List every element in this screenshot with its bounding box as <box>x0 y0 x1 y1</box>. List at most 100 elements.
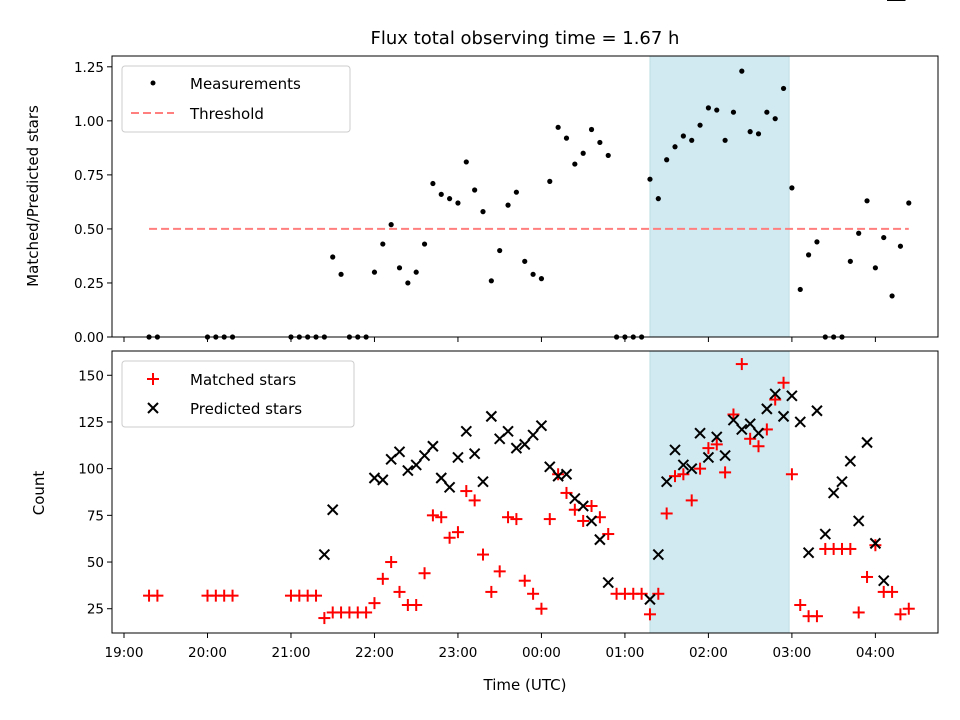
predicted-point <box>694 427 706 439</box>
measurement-point <box>563 135 570 141</box>
predicted-point-b <box>752 427 765 439</box>
matched-point <box>527 587 540 600</box>
predicted-point <box>786 390 798 402</box>
measurement-point <box>797 286 803 293</box>
matched-point <box>769 393 782 406</box>
matched-point <box>451 526 464 539</box>
matched-point <box>318 612 331 625</box>
x-tick-label: 02:00 <box>689 645 728 661</box>
predicted-point <box>435 472 447 484</box>
predicted-point-b <box>393 446 406 458</box>
legend-measurements-marker <box>150 80 156 86</box>
bottom-matched-points <box>143 358 915 625</box>
predicted-point-b <box>727 414 740 426</box>
measurement-point <box>597 139 603 146</box>
measurement-point <box>672 144 678 150</box>
predicted-point-b <box>769 388 781 400</box>
predicted-point-b <box>468 448 481 460</box>
measurement-point <box>689 137 695 143</box>
matched-point <box>727 408 740 421</box>
predicted-point <box>535 419 548 432</box>
matched-point <box>418 567 431 580</box>
measurement-point <box>739 68 745 74</box>
top-plot-frame <box>111 55 939 338</box>
predicted-point <box>560 468 573 480</box>
predicted-point-b <box>794 416 806 428</box>
predicted-point-b <box>827 487 840 499</box>
matched-point <box>460 485 473 498</box>
predicted-point <box>727 414 740 426</box>
measurement-point <box>505 202 511 208</box>
predicted-point <box>377 474 389 486</box>
measurement-point <box>680 133 686 139</box>
matched-point <box>752 440 765 453</box>
matched-point <box>510 513 523 526</box>
predicted-point <box>827 487 840 499</box>
predicted-point <box>477 476 489 488</box>
measurement-point <box>588 126 595 133</box>
matched-point <box>560 486 573 499</box>
x-tick-label: 04:00 <box>856 645 895 661</box>
top-shaded-span <box>649 55 790 338</box>
matched-point <box>360 606 373 619</box>
predicted-point <box>468 448 481 460</box>
measurement-point <box>805 252 812 258</box>
measurement-point <box>463 159 469 165</box>
predicted-point-b <box>711 431 723 443</box>
predicted-point <box>393 446 406 458</box>
measurement-point <box>856 230 862 236</box>
predicted-point-b <box>844 455 857 467</box>
predicted-point-b <box>786 390 798 402</box>
matched-point <box>643 608 656 621</box>
predicted-point <box>527 429 539 441</box>
measurement-point <box>555 124 561 130</box>
measurement-point <box>580 150 586 156</box>
predicted-point-b <box>602 576 614 589</box>
predicted-point <box>811 405 823 417</box>
matched-point <box>777 376 790 389</box>
bottom-plot-frame <box>111 350 939 634</box>
measurement-point <box>547 178 553 184</box>
matched-point <box>226 589 239 602</box>
matched-point <box>502 511 515 524</box>
matched-point <box>635 587 648 600</box>
measurement-point <box>455 200 461 206</box>
predicted-point-b <box>519 438 531 451</box>
legend-threshold-label: Threshold <box>189 105 264 123</box>
matched-point <box>894 608 907 621</box>
y-tick-label: 125 <box>78 415 104 431</box>
matched-point <box>552 468 565 481</box>
predicted-point-b <box>377 474 389 486</box>
predicted-point-b <box>544 461 556 473</box>
predicted-point <box>852 515 865 527</box>
predicted-point <box>519 438 531 451</box>
measurement-point <box>906 200 912 206</box>
matched-point <box>702 442 715 455</box>
predicted-point <box>802 546 815 559</box>
matched-point <box>844 542 857 555</box>
matched-point <box>435 511 448 524</box>
predicted-point-b <box>435 472 447 484</box>
measurement-point <box>814 239 820 245</box>
matched-point <box>810 610 823 623</box>
predicted-point <box>736 423 748 436</box>
measurement-point <box>755 131 762 137</box>
predicted-point-b <box>560 468 573 480</box>
matched-point <box>710 438 723 451</box>
matched-point <box>468 494 481 507</box>
bottom-x-ticks: 19:00 20:00 21:00 22:00 23:00 00:00 01:00 02:00… <box>105 633 895 661</box>
measurement-point <box>605 152 611 159</box>
measurement-point <box>655 196 661 202</box>
predicted-point-b <box>744 418 756 430</box>
matched-point <box>902 602 915 615</box>
measurement-point <box>380 241 386 247</box>
y-tick-label: 0.25 <box>74 276 104 292</box>
legend-measurements-label: Measurements <box>190 75 301 93</box>
y-tick-label: 0.75 <box>74 168 104 184</box>
measurement-point <box>697 122 703 128</box>
measurement-point <box>572 161 578 167</box>
measurement-point <box>705 105 712 111</box>
predicted-point-b <box>878 575 890 587</box>
matched-point <box>886 585 899 598</box>
predicted-point <box>410 459 422 471</box>
